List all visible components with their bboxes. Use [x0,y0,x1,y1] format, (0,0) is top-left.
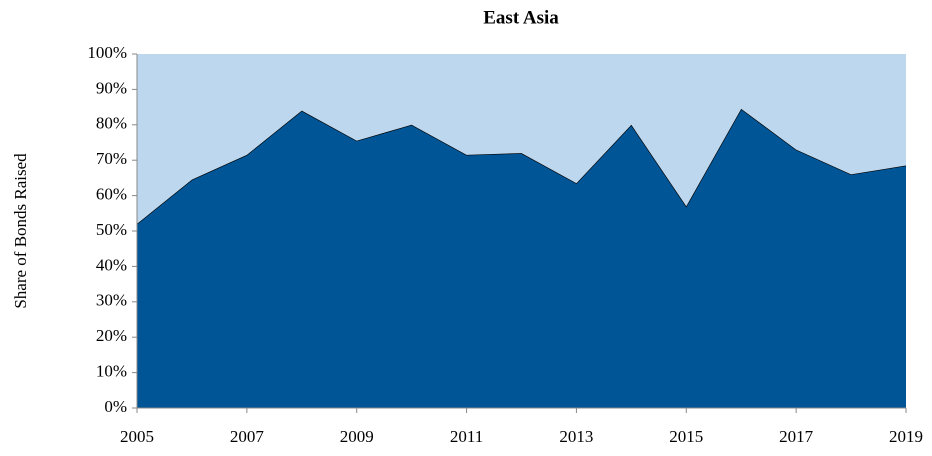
x-tick-label: 2019 [889,427,923,446]
y-tick-label: 90% [96,78,127,97]
area [137,54,906,224]
y-tick-label: 30% [96,291,127,310]
x-tick-label: 2005 [120,427,154,446]
y-tick-label: 70% [96,149,127,168]
y-tick-label: 10% [96,362,127,381]
y-axis-label: Share of Bonds Raised [11,153,30,309]
chart-title: East Asia [483,7,559,28]
y-tick-label: 80% [96,114,127,133]
y-tick-label: 100% [87,43,127,62]
y-tick-label: 50% [96,220,127,239]
x-tick-label: 2015 [669,427,703,446]
y-tick-label: 40% [96,255,127,274]
x-tick-label: 2017 [779,427,814,446]
x-tick-label: 2013 [559,427,593,446]
area [137,108,906,409]
x-tick-label: 2009 [340,427,374,446]
y-tick-label: 0% [104,397,127,416]
x-tick-label: 2011 [450,427,483,446]
y-tick-label: 60% [96,185,127,204]
x-tick-label: 2007 [230,427,265,446]
y-tick-label: 20% [96,326,127,345]
